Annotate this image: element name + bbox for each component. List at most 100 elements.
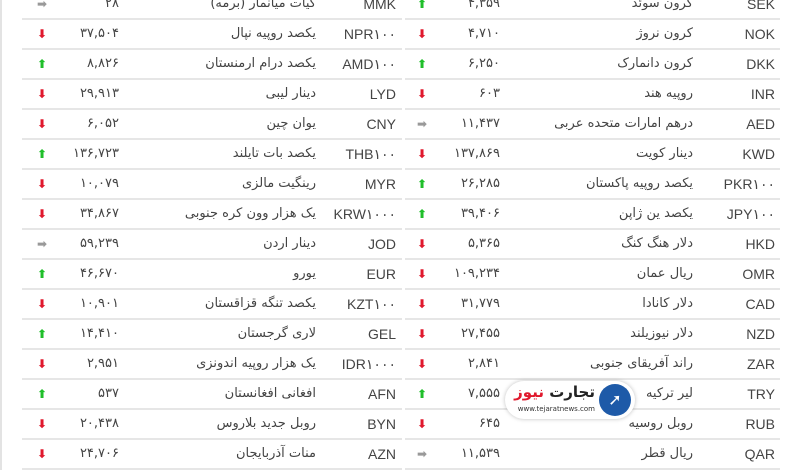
currency-row: ➡ ۱۱,۵۳۹ ریال قطر QAR: [405, 440, 780, 470]
currency-code: KWD: [742, 146, 775, 162]
trend-arrow-down-icon: ⬇: [416, 357, 428, 371]
currency-value: ۲۸: [105, 0, 119, 11]
currency-value: ۲۷,۴۵۵: [460, 326, 500, 341]
trend-arrow-down-icon: ⬇: [36, 117, 48, 131]
currency-row: ⬆ ۵۳۷ افغانی افغانستان AFN: [22, 380, 402, 410]
currency-value: ۱۳۶,۷۲۳: [72, 146, 119, 161]
currency-name: روپیه هند: [644, 86, 693, 101]
currency-row: ⬆ ۶,۲۵۰ کرون دانمارک DKK: [405, 50, 780, 80]
trend-arrow-up-icon: ⬆: [416, 0, 428, 11]
currency-code: EUR: [366, 266, 396, 282]
currency-name: روبل جدید بلاروس: [216, 416, 316, 431]
currency-name: راند آفریقای جنوبی: [589, 356, 693, 371]
currency-code: AED: [746, 116, 775, 132]
currency-row: ⬇ ۲,۹۵۱ یک هزار روپیه اندونزی IDR۱۰۰۰: [22, 350, 402, 380]
currency-code: THB۱۰۰: [345, 146, 396, 162]
currency-name: دلار نیوزیلند: [630, 326, 693, 341]
currency-row: ⬇ ۶۴۵ روبل روسیه RUB: [405, 410, 780, 440]
currency-table-right: ⬆ ۴,۳۵۹ کرون سوئد SEK ⬇ ۴,۷۱۰ کرون نروژ NOK ⬆ ۶,۲…: [405, 0, 780, 470]
currency-name: یوان چین: [266, 116, 316, 131]
currency-name: دینار اردن: [263, 236, 316, 251]
trend-arrow-down-icon: ⬇: [416, 297, 428, 311]
currency-code: INR: [750, 86, 775, 102]
currency-row: ⬆ ۱۴,۴۱۰ لاری گرجستان GEL: [22, 320, 402, 350]
logo-url: www.tejaratnews.com: [517, 405, 595, 413]
currency-value: ۲۰,۴۳۸: [79, 416, 119, 431]
currency-row: ⬇ ۲۹,۹۱۳ دینار لیبی LYD: [22, 80, 402, 110]
currency-value: ۸,۸۲۶: [86, 56, 119, 71]
trend-arrow-down-icon: ⬇: [36, 27, 48, 41]
currency-row: ⬇ ۱۰,۰۷۹ رینگیت مالزی MYR: [22, 170, 402, 200]
currency-value: ۱۱,۴۳۷: [460, 116, 500, 131]
currency-name: یک هزار روپیه اندونزی: [196, 356, 316, 371]
currency-row: ⬇ ۲۴,۷۰۶ منات آذربایجان AZN: [22, 440, 402, 470]
currency-code: PKR۱۰۰: [723, 176, 775, 192]
currency-code: GEL: [367, 326, 396, 342]
currency-value: ۲۶,۲۸۵: [460, 176, 500, 191]
currency-code: AMD۱۰۰: [342, 56, 396, 72]
currency-code: CNY: [366, 116, 396, 132]
currency-name: ریال قطر: [641, 446, 694, 461]
currency-code: CAD: [745, 296, 775, 312]
trend-arrow-down-icon: ⬇: [416, 27, 428, 41]
currency-name: افغانی افغانستان: [224, 386, 316, 401]
currency-name: یکصد ین ژاپن: [618, 206, 693, 221]
currency-name: دلار هنگ کنگ: [621, 236, 693, 251]
currency-value: ۵,۳۶۵: [467, 236, 500, 251]
currency-value: ۴,۷۱۰: [467, 26, 500, 41]
trend-arrow-down-icon: ⬇: [36, 297, 48, 311]
logo-name: تجارت نیوز: [514, 383, 595, 401]
trend-arrow-down-icon: ⬇: [36, 357, 48, 371]
trend-arrow-down-icon: ⬇: [416, 147, 428, 161]
currency-value: ۳۹,۴۰۶: [460, 206, 500, 221]
currency-value: ۱۰۹,۲۳۴: [453, 266, 500, 281]
currency-code: NOK: [744, 26, 775, 42]
trend-arrow-up-icon: ⬆: [416, 387, 428, 401]
tejaratnews-watermark: ➚ تجارت نیوز www.tejaratnews.com: [505, 381, 635, 419]
currency-value: ۱۱,۵۳۹: [460, 446, 500, 461]
currency-code: DKK: [746, 56, 775, 72]
currency-code: SEK: [746, 0, 775, 12]
trend-arrow-down-icon: ⬇: [36, 207, 48, 221]
trend-arrow-down-icon: ⬇: [416, 87, 428, 101]
currency-code: JPY۱۰۰: [726, 206, 775, 222]
currency-row: ⬆ ۸,۸۲۶ یکصد درام ارمنستان AMD۱۰۰: [22, 50, 402, 80]
currency-value: ۲,۸۴۱: [467, 356, 500, 371]
currency-value: ۱۰,۹۰۱: [79, 296, 119, 311]
currency-value: ۲,۹۵۱: [86, 356, 119, 371]
currency-name: یورو: [293, 266, 316, 281]
currency-value: ۲۴,۷۰۶: [79, 446, 119, 461]
currency-row: ⬆ ۴۶,۶۷۰ یورو EUR: [22, 260, 402, 290]
trend-arrow-down-icon: ⬇: [416, 417, 428, 431]
currency-row: ⬇ ۱۰,۹۰۱ یکصد تنگه قزاقستان KZT۱۰۰: [22, 290, 402, 320]
trend-arrow-down-icon: ⬇: [416, 327, 428, 341]
currency-code: AZN: [368, 446, 396, 462]
currency-row: ⬇ ۶۰۳ روپیه هند INR: [405, 80, 780, 110]
currency-row: ⬇ ۱۰۹,۲۳۴ ریال عمان OMR: [405, 260, 780, 290]
currency-row: ⬇ ۳۱,۷۷۹ دلار کانادا CAD: [405, 290, 780, 320]
currency-row: ➡ ۱۱,۴۳۷ درهم امارات متحده عربی AED: [405, 110, 780, 140]
currency-code: IDR۱۰۰۰: [341, 356, 396, 372]
currency-row: ⬇ ۴,۷۱۰ کرون نروژ NOK: [405, 20, 780, 50]
currency-code: QAR: [744, 446, 775, 462]
currency-name: روبل روسیه: [628, 416, 694, 431]
currency-name: دینار کویت: [636, 146, 693, 161]
currency-name: منات آذربایجان: [236, 446, 316, 461]
currency-value: ۵۳۷: [98, 386, 119, 401]
trend-arrow-up-icon: ⬆: [36, 147, 48, 161]
trend-arrow-down-icon: ⬇: [36, 87, 48, 101]
trend-arrow-down-icon: ⬇: [416, 237, 428, 251]
currency-row: ⬇ ۵,۳۶۵ دلار هنگ کنگ HKD: [405, 230, 780, 260]
trend-arrow-up-icon: ⬆: [36, 57, 48, 71]
currency-code: JOD: [368, 236, 396, 252]
currency-value: ۲۹,۹۱۳: [79, 86, 119, 101]
trend-arrow-down-icon: ⬇: [416, 267, 428, 281]
currency-value: ۱۳۷,۸۶۹: [453, 146, 500, 161]
currency-value: ۳۴,۸۶۷: [79, 206, 119, 221]
currency-name: ریال عمان: [636, 266, 693, 281]
currency-code: AFN: [368, 386, 396, 402]
currency-name: دینار لیبی: [265, 86, 316, 101]
currency-row: ⬆ ۲۶,۲۸۵ یکصد روپیه پاکستان PKR۱۰۰: [405, 170, 780, 200]
currency-row: ⬇ ۶,۰۵۲ یوان چین CNY: [22, 110, 402, 140]
currency-name: لاری گرجستان: [237, 326, 316, 341]
